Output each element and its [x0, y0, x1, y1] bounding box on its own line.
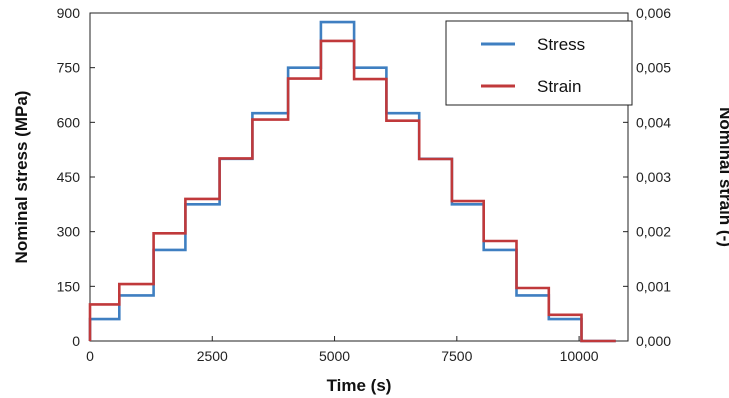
- right-y-tick-label: 0,002: [636, 224, 671, 240]
- legend: Stress Strain: [445, 20, 633, 106]
- right-y-tick-label: 0,000: [636, 333, 671, 349]
- right-y-tick-label: 0,006: [636, 5, 671, 21]
- left-y-tick-label: 150: [57, 278, 81, 294]
- right-y-tick-label: 0,005: [636, 60, 671, 76]
- series-line-strain: [88, 39, 616, 343]
- left-y-tick-label: 450: [57, 169, 81, 185]
- x-axis-title: Time (s): [327, 376, 392, 395]
- right-y-tick-label: 0,003: [636, 169, 671, 185]
- right-y-tick-label: 0,001: [636, 278, 671, 294]
- x-tick-label: 2500: [197, 348, 228, 364]
- series-layer: [88, 20, 616, 343]
- left-y-tick-label: 750: [57, 60, 81, 76]
- right-y-axis-ticks: 0,000 0,001 0,002 0,003 0,004 0,005 0,006: [623, 5, 671, 349]
- legend-label-strain: Strain: [537, 77, 581, 96]
- x-axis-ticks: 0 2500 5000 7500 10000: [86, 336, 599, 364]
- legend-box: [445, 20, 633, 106]
- right-y-axis-title: Nominal strain (-): [716, 107, 729, 247]
- x-tick-label: 7500: [441, 348, 472, 364]
- x-tick-label: 5000: [319, 348, 350, 364]
- right-y-tick-label: 0,004: [636, 114, 671, 130]
- legend-label-stress: Stress: [537, 35, 585, 54]
- left-y-tick-label: 900: [57, 5, 81, 21]
- x-tick-label: 0: [86, 348, 94, 364]
- left-y-tick-label: 0: [72, 333, 80, 349]
- left-y-axis-ticks: 0 150 300 450 600 750 900: [57, 5, 95, 349]
- left-y-tick-label: 600: [57, 114, 81, 130]
- x-tick-label: 10000: [560, 348, 599, 364]
- left-y-tick-label: 300: [57, 224, 81, 240]
- left-y-axis-title: Nominal stress (MPa): [12, 91, 31, 264]
